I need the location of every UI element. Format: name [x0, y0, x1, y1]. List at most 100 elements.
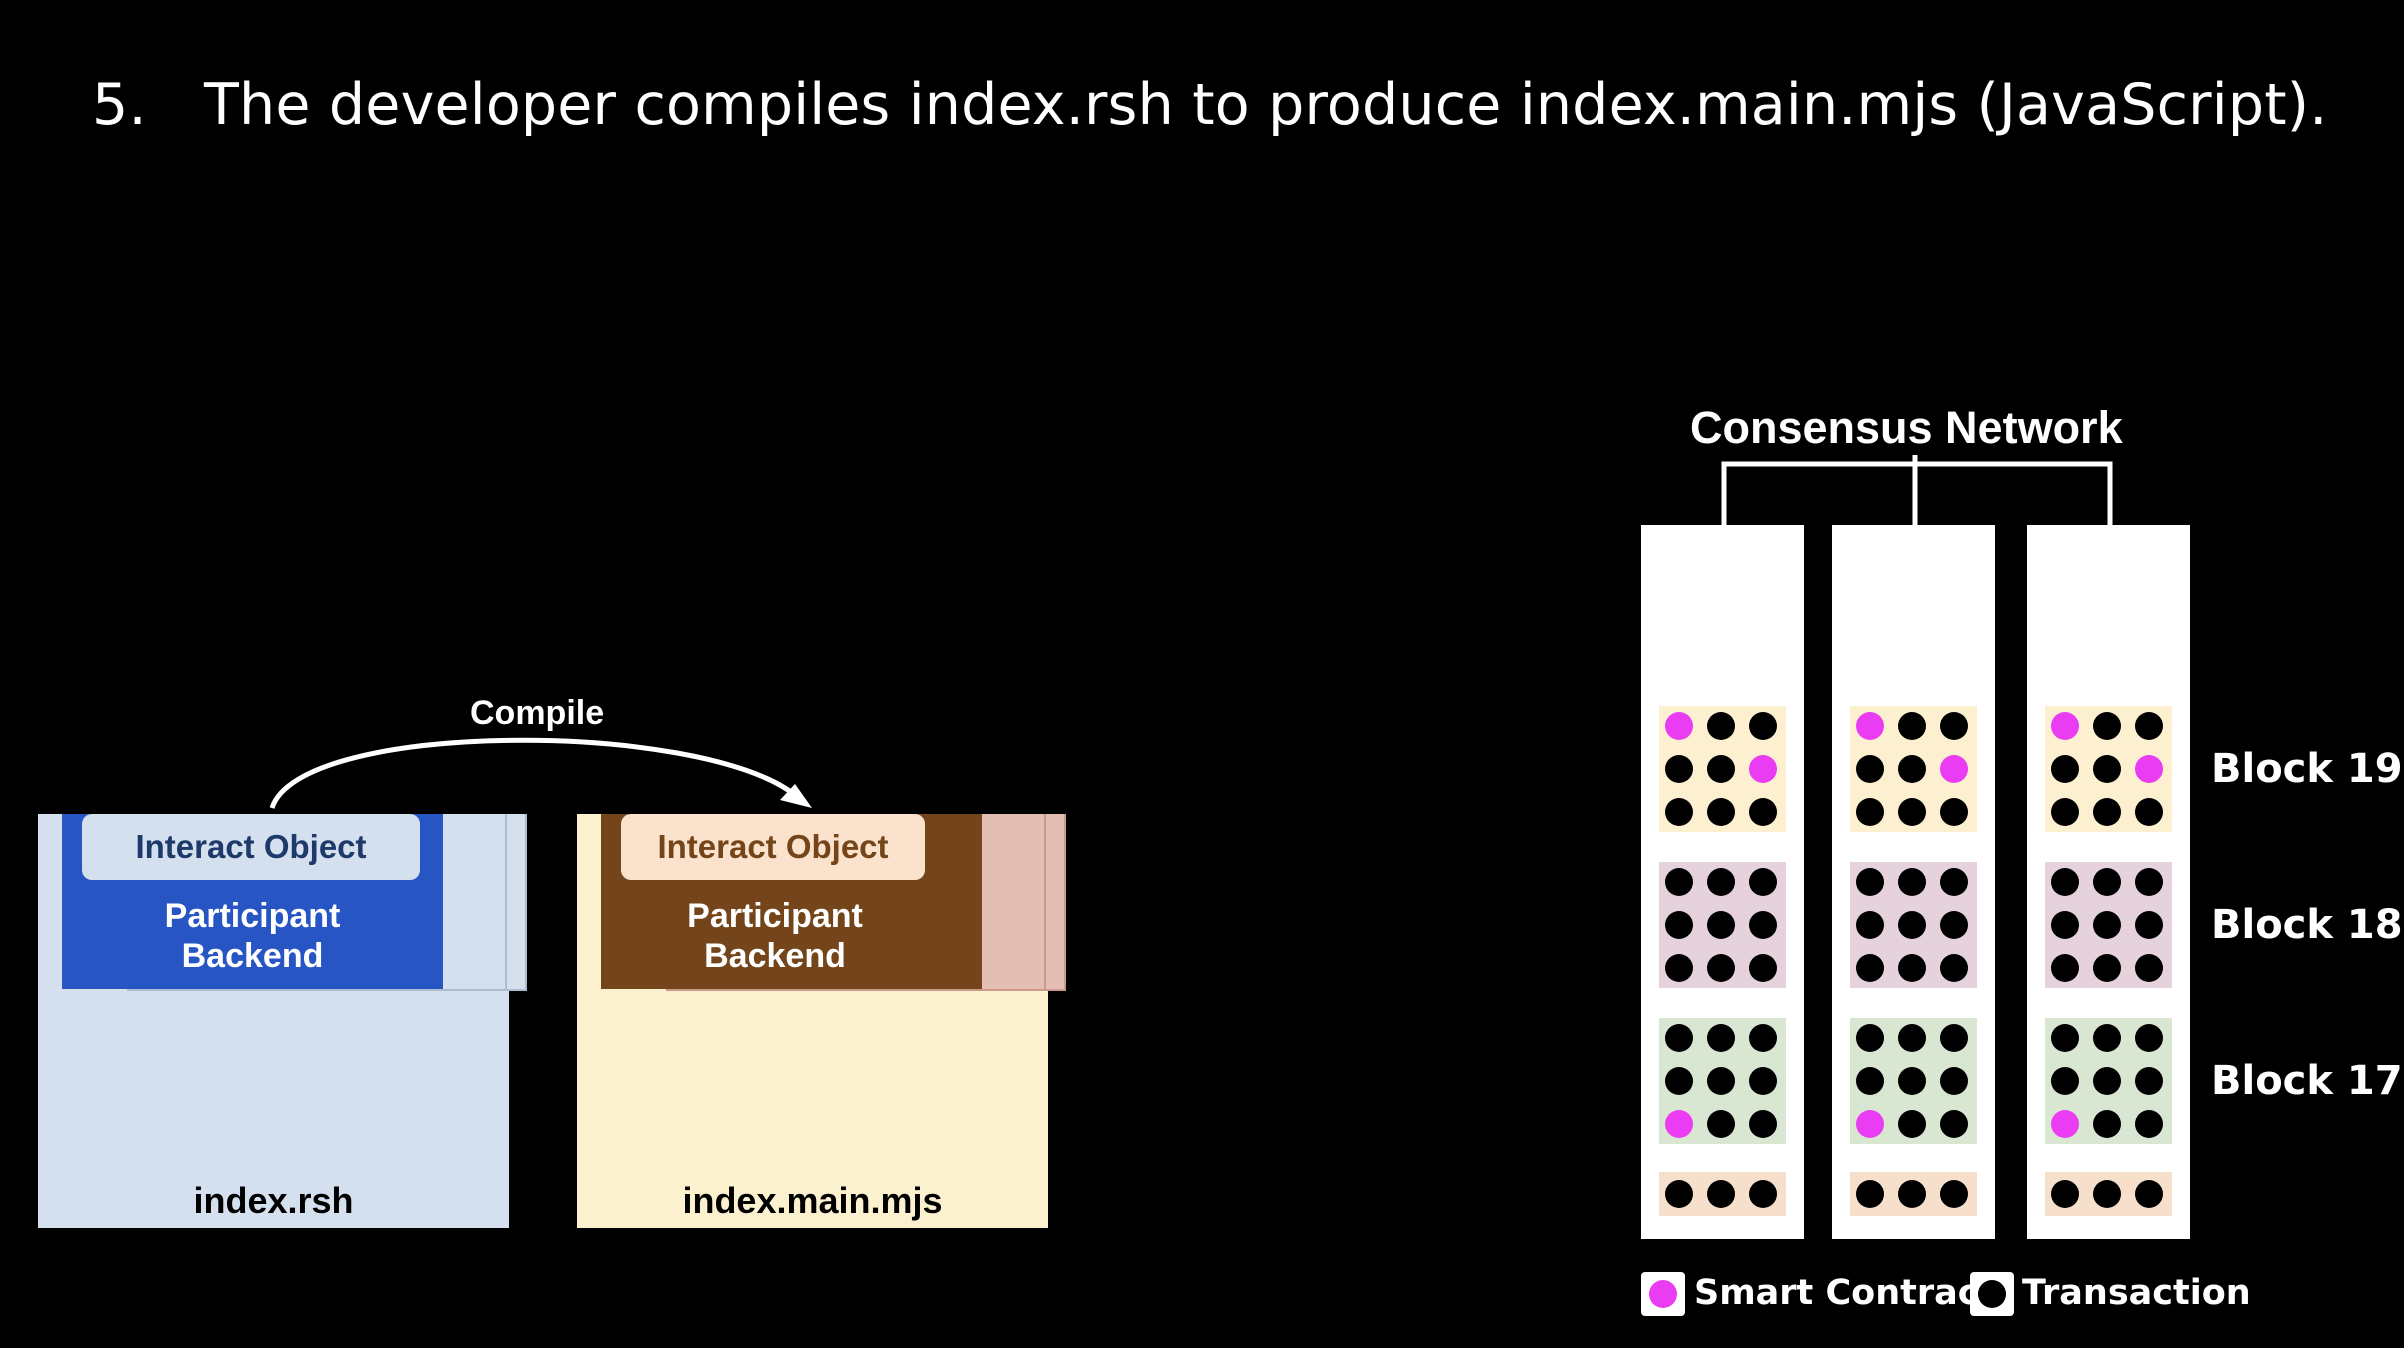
transaction-dot [2051, 1067, 2079, 1095]
transaction-dot [2135, 798, 2163, 826]
smart-contract-dot [2135, 755, 2163, 783]
transaction-dot [2093, 1110, 2121, 1138]
transaction-dot [1665, 954, 1693, 982]
transaction-dot [1665, 1180, 1693, 1208]
smart-contract-dot [1856, 1110, 1884, 1138]
transaction-dot [1749, 954, 1777, 982]
backend-line2: Backend [704, 937, 846, 975]
transaction-dot [1707, 911, 1735, 939]
transaction-dot [1856, 911, 1884, 939]
transaction-dot [1665, 1024, 1693, 1052]
transaction-dot [1707, 868, 1735, 896]
output-file: Interact Object Participant Backend inde… [577, 814, 1066, 1228]
backend-line2: Backend [181, 937, 324, 975]
transaction-dot [2093, 712, 2121, 740]
transaction-dot [1707, 1110, 1735, 1138]
step-number: 5. [92, 72, 147, 138]
transaction-dot [1898, 1110, 1926, 1138]
transaction-dot [2093, 1180, 2121, 1208]
transaction-dot [1707, 954, 1735, 982]
transaction-dot [1749, 1180, 1777, 1208]
transaction-dot [2093, 755, 2121, 783]
interact-object-pill: Interact Object [82, 814, 420, 880]
smart-contract-dot [1940, 755, 1968, 783]
participant-backend-label: Participant Backend [62, 896, 443, 976]
step-text: The developer compiles index.rsh to prod… [204, 72, 2328, 138]
interact-object-pill: Interact Object [621, 814, 925, 880]
transaction-dot [2135, 1110, 2163, 1138]
backend-line1: Participant [687, 897, 863, 935]
transaction-dot [1940, 1110, 1968, 1138]
transaction-dot [2051, 755, 2079, 783]
transaction-dot [1856, 1180, 1884, 1208]
transaction-dot [1749, 868, 1777, 896]
transaction-dot [2093, 868, 2121, 896]
transaction-dot [1940, 1180, 1968, 1208]
transaction-dot [1940, 868, 1968, 896]
transaction-dot [2135, 712, 2163, 740]
transaction-dot [1856, 1024, 1884, 1052]
transaction-dot [1665, 868, 1693, 896]
transaction-dot [2093, 911, 2121, 939]
block-label: Block 19 [2211, 746, 2403, 792]
transaction-dot [2051, 1180, 2079, 1208]
transaction-dot [2093, 954, 2121, 982]
smart-contract-legend-label: Smart Contract [1694, 1273, 1996, 1313]
transaction-dot [1940, 798, 1968, 826]
transaction-dot [1665, 911, 1693, 939]
transaction-dot [1898, 868, 1926, 896]
file-name: index.main.mjs [682, 1180, 943, 1221]
transaction-dot [1940, 1024, 1968, 1052]
transaction-dot [1940, 712, 1968, 740]
transaction-dot [2051, 798, 2079, 826]
slide-title: 5. The developer compiles index.rsh to pr… [92, 72, 2328, 138]
transaction-dot [1898, 798, 1926, 826]
transaction-dot [1940, 954, 1968, 982]
smart-contract-dot [2051, 712, 2079, 740]
transaction-dot [2135, 911, 2163, 939]
smart-contract-dot [1665, 712, 1693, 740]
transaction-dot [2135, 1024, 2163, 1052]
smart-contract-dot [1749, 755, 1777, 783]
transaction-dot [2135, 1067, 2163, 1095]
transaction-dot [2051, 868, 2079, 896]
block-label: Block 18 [2211, 902, 2403, 948]
transaction-legend-label: Transaction [2022, 1273, 2251, 1313]
transaction-dot [1665, 798, 1693, 826]
smart-contract-icon [1649, 1280, 1677, 1308]
source-file: Interact Object Participant Backend inde… [38, 814, 527, 1228]
transaction-dot [1898, 1024, 1926, 1052]
transaction-dot [1856, 868, 1884, 896]
transaction-dot [1856, 1067, 1884, 1095]
transaction-dot [2135, 954, 2163, 982]
transaction-dot [1749, 798, 1777, 826]
transaction-legend-swatch [1970, 1272, 2014, 1316]
smart-contract-dot [1856, 712, 1884, 740]
participant-backend-label: Participant Backend [601, 896, 949, 976]
transaction-dot [1707, 1024, 1735, 1052]
transaction-dot [1665, 1067, 1693, 1095]
transaction-dot [1856, 755, 1884, 783]
transaction-dot [2093, 1024, 2121, 1052]
transaction-dot [2093, 798, 2121, 826]
transaction-dot [1749, 1110, 1777, 1138]
transaction-dot [1856, 954, 1884, 982]
transaction-dot [1707, 712, 1735, 740]
interact-object-label: Interact Object [657, 828, 889, 865]
transaction-dot [2051, 911, 2079, 939]
transaction-dot [2135, 868, 2163, 896]
transaction-icon [1978, 1280, 2006, 1308]
transaction-dot [1856, 798, 1884, 826]
transaction-dot [1898, 755, 1926, 783]
network-title: Consensus Network [1690, 402, 2123, 453]
transaction-dot [1940, 911, 1968, 939]
transaction-dot [2051, 1024, 2079, 1052]
transaction-dot [1898, 1067, 1926, 1095]
transaction-dot [1707, 1067, 1735, 1095]
transaction-dot [2051, 954, 2079, 982]
transaction-dot [1707, 755, 1735, 783]
smart-contract-dot [1665, 1110, 1693, 1138]
transaction-dot [1898, 1180, 1926, 1208]
transaction-dot [1707, 1180, 1735, 1208]
